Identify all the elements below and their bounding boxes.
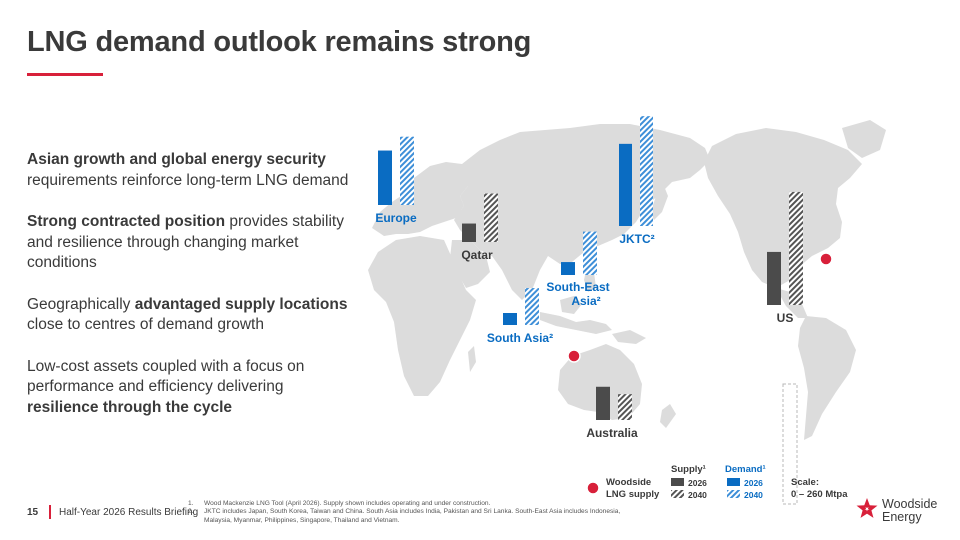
landmass-philippines [584,270,596,292]
legend-demand-header: Demand¹ [725,464,766,475]
bar-4-2026 [503,313,517,325]
footnotes: 1. Wood Mackenzie LNG Tool (April 2026). … [188,500,628,525]
landmass-madagascar [468,346,476,372]
scale-outline [782,383,798,505]
bar-6-2026 [596,386,610,420]
key-point-emphasis: Asian growth and global energy security [27,151,326,168]
key-point-2: Strong contracted position provides stab… [27,212,357,274]
woodside-supply-marker-us [819,252,833,266]
footer-divider [49,505,51,519]
key-point-text: requirements reinforce long-term LNG dem… [27,171,349,189]
bar-1-2040 [484,193,498,242]
bar-1-2026 [462,223,476,242]
title-underline [27,73,103,76]
legend-woodside-line1: Woodside [606,477,651,488]
woodside-supply-marker-australia [567,349,581,363]
bar-2-2026 [619,143,632,226]
key-point-emphasis: advantaged supply locations [134,295,348,313]
landmass-borneo [560,296,582,314]
footnote-number: 1. [188,500,194,507]
legend-supply-2040-label: 2040 [688,490,707,500]
region-label-4: South Asia² [487,331,553,345]
region-label-2: JKTC² [619,232,654,246]
key-points: Asian growth and global energy security … [27,150,357,439]
bar-5-2040 [789,191,803,305]
region-label-5: US [777,311,794,325]
legend-supply-header: Supply¹ [671,464,706,475]
key-point-emphasis: resilience through the cycle [27,398,233,416]
bar-3-2026 [561,262,575,275]
legend-demand-2026-swatch [727,478,740,486]
landmass-north-america [704,128,862,288]
landmass-japan [650,186,668,220]
page-number: 15 [27,507,39,518]
key-point-1: Asian growth and global energy security … [27,150,357,191]
landmass-new-zealand [660,404,676,428]
footnote-text: Wood Mackenzie LNG Tool (April 2026). Su… [204,500,491,507]
footnote-text: JKTC includes Japan, South Korea, Taiwan… [204,508,621,524]
landmass-arabia [450,240,490,288]
legend-demand-2040-swatch [727,490,740,498]
legend-woodside-line2: LNG supply [606,489,660,500]
region-labels: Europe Qatar JKTC² South-East Asia² South Asi… [375,211,793,440]
legend-woodside-marker [586,481,600,495]
key-point-4: Low-cost assets coupled with a focus on … [27,357,357,419]
woodside-logo-icon [856,498,878,518]
scale-range: 0 – 260 Mtpa [791,489,848,500]
region-label-0: Europe [375,211,417,225]
bar-4-2040 [525,288,539,325]
legend-demand-2026-label: 2026 [744,478,763,488]
scale-label: Scale: [791,477,819,488]
landmass-greenland [842,120,886,158]
scale-indicator [782,383,798,505]
page-title: LNG demand outlook remains strong [27,26,532,58]
legend-supply-2026-swatch [671,478,684,486]
footnote-1: 1. Wood Mackenzie LNG Tool (April 2026). … [188,500,628,508]
region-label-3: South-East Asia² [546,280,609,308]
region-label-1: Qatar [461,248,493,262]
bar-2-2040 [640,116,653,226]
landmass-sea-islands [540,312,612,334]
logo-line-1: Woodside [882,497,938,511]
key-point-text: Geographically [27,295,135,313]
footnote-number: 2. [188,508,194,516]
company-logo-text: Woodside Energy [882,498,937,524]
bar-0-2040 [400,136,414,205]
legend-supply-2026-label: 2026 [688,478,707,488]
key-point-text: provides stability and resilience throug… [27,213,344,271]
region-label-6: Australia [586,426,638,440]
key-point-text: close to centres of demand growth [27,316,264,333]
key-point-text: Low-cost assets coupled with a focus on … [27,357,305,396]
key-point-emphasis: Strong contracted position [27,213,226,230]
key-point-3: Geographically advantaged supply locatio… [27,295,357,336]
region-bars [378,116,803,420]
bar-5-2026 [767,251,781,305]
landmass-europe [372,162,470,236]
logo-line-2: Energy [882,510,922,524]
footnote-2: 2. JKTC includes Japan, South Korea, Taiw… [188,508,628,525]
bar-6-2040 [618,394,632,420]
landmass-south-america [798,316,856,440]
footer-label: Half-Year 2026 Results Briefing [59,507,199,518]
legend-demand-2040-label: 2040 [744,490,763,500]
landmass-africa [368,236,476,396]
bar-3-2040 [583,231,597,275]
landmass-new-guinea [612,330,646,344]
legend-supply-2040-swatch [671,490,684,498]
bar-0-2026 [378,150,392,205]
